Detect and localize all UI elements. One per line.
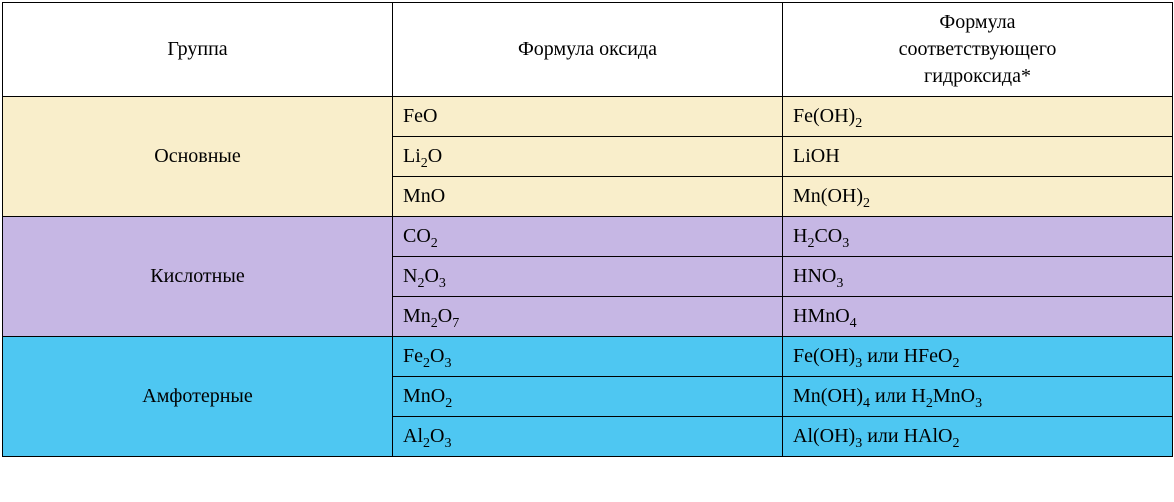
header-hydroxide: Формула соответствующего гидроксида* bbox=[783, 3, 1173, 97]
table-row: Основные FeO Fe(OH)2 bbox=[3, 97, 1173, 137]
hydroxide-cell: Mn(OH)4 или H2MnO3 bbox=[783, 377, 1173, 417]
hydroxide-cell: HMnO4 bbox=[783, 297, 1173, 337]
header-group: Группа bbox=[3, 3, 393, 97]
oxide-cell: MnO bbox=[393, 177, 783, 217]
header-hydroxide-line2: соответствующего bbox=[899, 38, 1057, 60]
hydroxide-cell: LiOH bbox=[783, 137, 1173, 177]
hydroxide-cell: Fe(OH)2 bbox=[783, 97, 1173, 137]
header-hydroxide-line1: Формула bbox=[939, 11, 1015, 33]
table-header-row: Группа Формула оксида Формула соответств… bbox=[3, 3, 1173, 97]
oxide-cell: Fe2O3 bbox=[393, 337, 783, 377]
hydroxide-cell: Al(OH)3 или HAlO2 bbox=[783, 417, 1173, 457]
oxide-cell: MnO2 bbox=[393, 377, 783, 417]
table-row: Кислотные CO2 H2CO3 bbox=[3, 217, 1173, 257]
header-hydroxide-line3: гидроксида* bbox=[924, 65, 1031, 87]
oxide-cell: Li2O bbox=[393, 137, 783, 177]
hydroxide-cell: H2CO3 bbox=[783, 217, 1173, 257]
group-amphoteric-label: Амфотерные bbox=[3, 337, 393, 457]
hydroxide-cell: HNO3 bbox=[783, 257, 1173, 297]
group-basic-label: Основные bbox=[3, 97, 393, 217]
hydroxide-cell: Fe(OH)3 или HFeO2 bbox=[783, 337, 1173, 377]
oxide-cell: FeO bbox=[393, 97, 783, 137]
oxide-cell: Mn2O7 bbox=[393, 297, 783, 337]
oxide-cell: CO2 bbox=[393, 217, 783, 257]
group-acidic-label: Кислотные bbox=[3, 217, 393, 337]
header-oxide: Формула оксида bbox=[393, 3, 783, 97]
oxide-cell: N2O3 bbox=[393, 257, 783, 297]
oxides-table: Группа Формула оксида Формула соответств… bbox=[2, 2, 1173, 457]
hydroxide-cell: Mn(OH)2 bbox=[783, 177, 1173, 217]
oxide-cell: Al2O3 bbox=[393, 417, 783, 457]
table-row: Амфотерные Fe2O3 Fe(OH)3 или HFeO2 bbox=[3, 337, 1173, 377]
